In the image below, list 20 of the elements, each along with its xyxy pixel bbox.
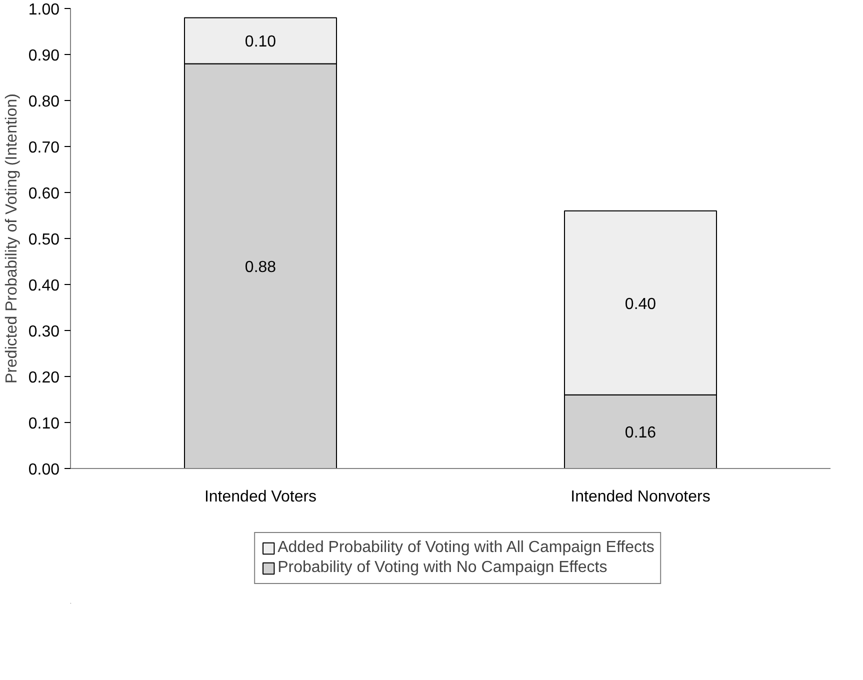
x-tick-label: Intended Nonvoters: [570, 488, 710, 506]
y-tick-label: 0.70: [28, 140, 60, 156]
data-label: 0.88: [244, 259, 276, 276]
y-tick-label: 0.60: [28, 186, 60, 202]
y-tick-label: 0.40: [28, 278, 60, 294]
y-axis-title: Predicted Probability of Voting (Intention): [3, 94, 20, 384]
y-tick-label: 0.00: [28, 462, 60, 478]
data-label: 0.16: [624, 424, 656, 442]
data-label: 0.40: [624, 296, 656, 313]
y-tick-label: 0.20: [28, 370, 60, 386]
y-tick-label: 0.30: [28, 324, 60, 340]
data-label: 0.10: [244, 34, 276, 51]
y-tick-label: 0.80: [28, 94, 60, 110]
y-tick-label: 0.10: [28, 416, 60, 432]
x-tick-label: Intended Voters: [204, 488, 317, 506]
y-tick-label: 0.90: [28, 48, 60, 64]
y-tick-label: 1.00: [28, 2, 60, 18]
legend-label: Added Probability of Voting with All Campaign Effects: [278, 539, 654, 557]
y-tick-label: 0.50: [28, 232, 60, 248]
legend-label: Probability of Voting with No Campaign Effects: [278, 559, 608, 577]
